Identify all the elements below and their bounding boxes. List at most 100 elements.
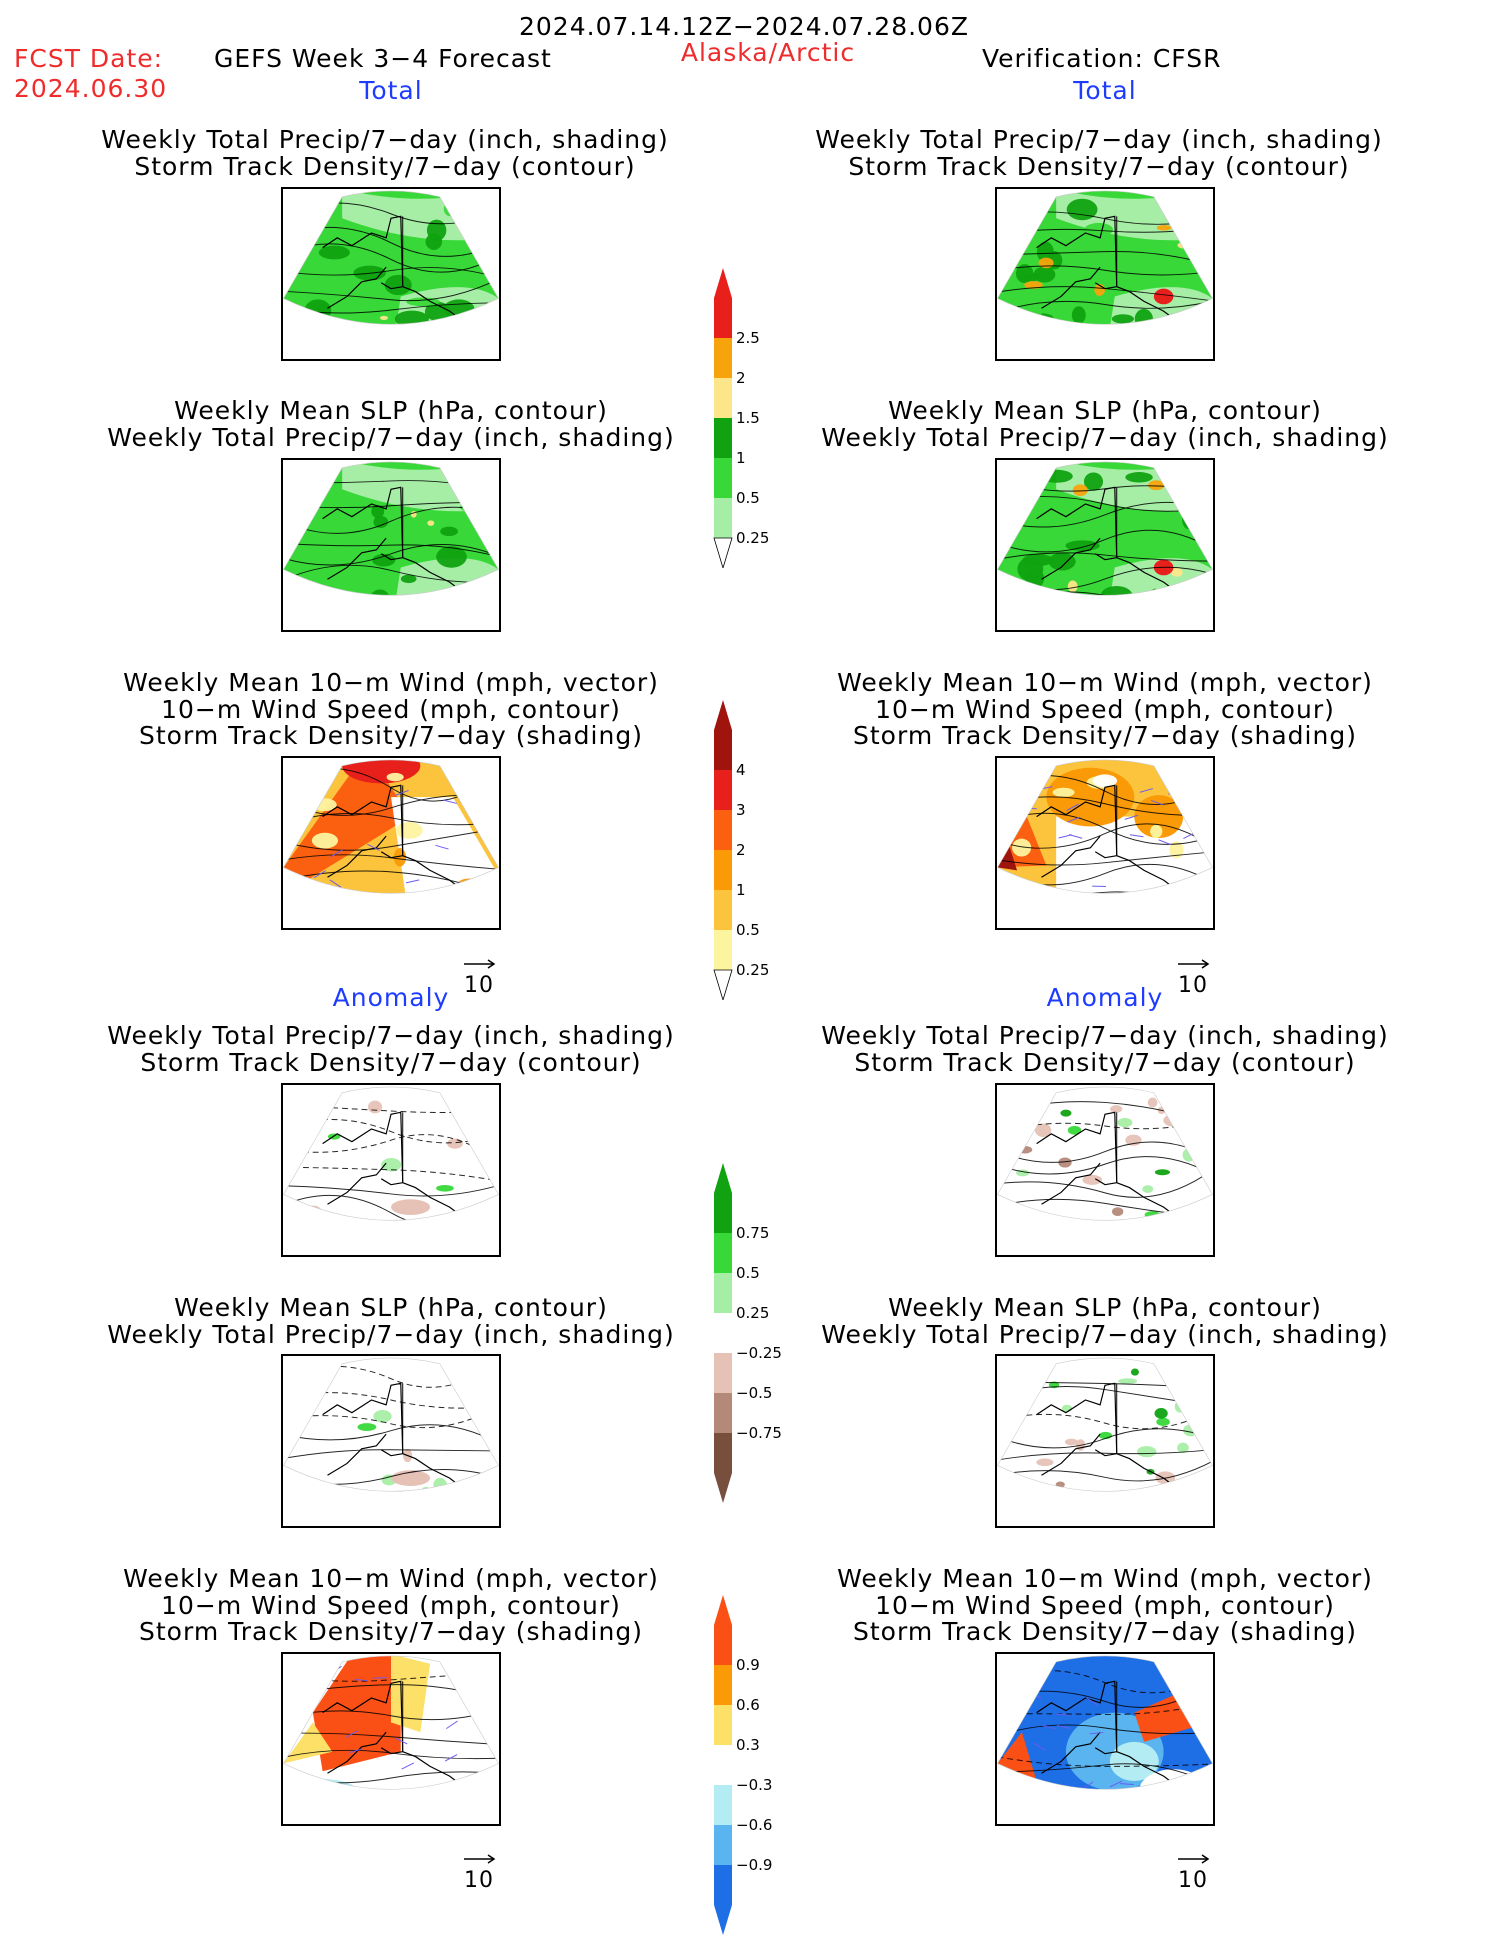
vector-arrow-icon [1176, 1852, 1212, 1866]
colorbar-tick-label: 0.75 [736, 1224, 769, 1242]
colorbar-segment [714, 1865, 732, 1905]
title-wind-total-right: Weekly Mean 10−m Wind (mph, vector)10−m … [837, 670, 1373, 750]
colorbar-tick-label: 1 [736, 881, 746, 899]
colorbar-segment [714, 1353, 732, 1393]
vector-key-anom-left: 10 [462, 1847, 498, 1893]
vector-key-anom-right: 10 [1176, 1847, 1212, 1893]
colorbar-segment [714, 458, 732, 498]
colorbar-tick-label: 1.5 [736, 409, 760, 427]
colorbar-segment [714, 1705, 732, 1745]
fcst-date-value: 2024.06.30 [14, 76, 167, 102]
colorbar-bottom-arrow [714, 1473, 732, 1503]
map-precip-storm-total-right [995, 187, 1215, 361]
colorbar-tick-label: 0.9 [736, 1656, 760, 1674]
verification-title: Verification: CFSR [982, 46, 1221, 72]
model-title: GEFS Week 3−4 Forecast [214, 46, 552, 72]
title-wind-total-left: Weekly Mean 10−m Wind (mph, vector)10−m … [123, 670, 659, 750]
colorbar-tick-label: 0.5 [736, 921, 760, 939]
colorbar-segment [714, 1233, 732, 1273]
colorbar-segment [714, 418, 732, 458]
map-precip-storm-total-left [281, 187, 501, 361]
colorbar-segment [714, 298, 732, 338]
section-total-left: Total [359, 78, 422, 104]
title-slp-precip-anom-left: Weekly Mean SLP (hPa, contour)Weekly Tot… [107, 1295, 675, 1348]
colorbar-segment [714, 770, 732, 810]
colorbar-segment [714, 1665, 732, 1705]
colorbar-tick-label: 2.5 [736, 329, 760, 347]
colorbar-top-arrow [714, 268, 732, 298]
colorbar-segment [714, 1313, 732, 1353]
colorbar-tick-label: 2 [736, 369, 746, 387]
colorbar-segment [714, 890, 732, 930]
colorbar-tick-label: −0.5 [736, 1384, 772, 1402]
title-precip-storm-total-left: Weekly Total Precip/7−day (inch, shading… [101, 127, 669, 180]
vector-arrow-icon [1176, 957, 1212, 971]
colorbar-segment [714, 1625, 732, 1665]
title-precip-storm-anom-left: Weekly Total Precip/7−day (inch, shading… [107, 1023, 675, 1076]
colorbar-segment [714, 1785, 732, 1825]
title-slp-precip-anom-right: Weekly Mean SLP (hPa, contour)Weekly Tot… [821, 1295, 1389, 1348]
title-precip-storm-anom-right: Weekly Total Precip/7−day (inch, shading… [821, 1023, 1389, 1076]
colorbar-segment [714, 930, 732, 970]
colorbar-top-arrow [714, 700, 732, 730]
colorbar-segment [714, 498, 732, 538]
map-graphic [283, 758, 499, 928]
colorbar-tick-label: −0.6 [736, 1816, 772, 1834]
map-wind-total-left [281, 756, 501, 930]
map-graphic [283, 1654, 499, 1824]
title-wind-anom-right: Weekly Mean 10−m Wind (mph, vector)10−m … [837, 1566, 1373, 1646]
colorbar-tick-label: −0.25 [736, 1344, 782, 1362]
colorbar-segment [714, 730, 732, 770]
colorbar-segment [714, 810, 732, 850]
vector-key-total-right: 10 [1176, 952, 1212, 998]
vector-arrow-icon [462, 957, 498, 971]
colorbar-tick-label: 0.5 [736, 489, 760, 507]
map-graphic [997, 758, 1213, 928]
colorbar-segment [714, 1393, 732, 1433]
section-anomaly-right: Anomaly [1047, 985, 1164, 1011]
title-slp-precip-total-right: Weekly Mean SLP (hPa, contour)Weekly Tot… [821, 398, 1389, 451]
title-slp-precip-total-left: Weekly Mean SLP (hPa, contour)Weekly Tot… [107, 398, 675, 451]
colorbar-tick-label: 0.25 [736, 1304, 769, 1322]
forecast-period: 2024.07.14.12Z−2024.07.28.06Z [519, 14, 969, 40]
section-total-right: Total [1073, 78, 1136, 104]
colorbar-top-arrow [714, 1163, 732, 1193]
colorbar-tick-label: −0.3 [736, 1776, 772, 1794]
colorbar-tick-label: −0.75 [736, 1424, 782, 1442]
colorbar-graphic [712, 700, 738, 1000]
map-graphic [283, 1085, 499, 1255]
section-anomaly-left: Anomaly [333, 985, 450, 1011]
title-wind-anom-left: Weekly Mean 10−m Wind (mph, vector)10−m … [123, 1566, 659, 1646]
colorbar-bottom-arrow [714, 970, 732, 1000]
map-graphic [997, 189, 1213, 359]
colorbar-bottom-arrow [714, 1905, 732, 1935]
colorbar-segment [714, 1193, 732, 1233]
colorbar-graphic [712, 1163, 738, 1503]
map-graphic [997, 1356, 1213, 1526]
map-slp-precip-total-left [281, 458, 501, 632]
map-graphic [283, 189, 499, 359]
colorbar-tick-label: 2 [736, 841, 746, 859]
colorbar-tick-label: 0.25 [736, 961, 769, 979]
colorbar-tick-label: 0.5 [736, 1264, 760, 1282]
map-graphic [283, 1356, 499, 1526]
colorbar-tick-label: 3 [736, 801, 746, 819]
colorbar-tick-label: 0.6 [736, 1696, 760, 1714]
colorbar-graphic [712, 1595, 738, 1935]
map-wind-anom-left [281, 1652, 501, 1826]
colorbar-tick-label: −0.9 [736, 1856, 772, 1874]
map-precip-storm-anom-right [995, 1083, 1215, 1257]
colorbar-tick-label: 0.3 [736, 1736, 760, 1754]
colorbar-segment [714, 1825, 732, 1865]
map-wind-anom-right [995, 1652, 1215, 1826]
colorbar-bottom-arrow [714, 538, 732, 568]
colorbar-segment [714, 378, 732, 418]
map-slp-precip-total-right [995, 458, 1215, 632]
colorbar-graphic [712, 268, 738, 568]
map-graphic [997, 1085, 1213, 1255]
map-precip-storm-anom-left [281, 1083, 501, 1257]
